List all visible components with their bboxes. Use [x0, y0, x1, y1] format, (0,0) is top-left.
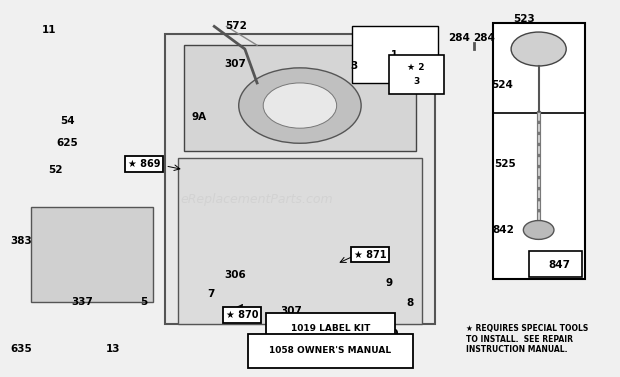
Text: 284: 284: [448, 33, 470, 43]
Text: 3: 3: [350, 61, 357, 71]
Text: ★ 869: ★ 869: [128, 159, 160, 169]
Text: 635: 635: [11, 344, 32, 354]
Text: ★ 870: ★ 870: [226, 310, 258, 320]
Text: ★ REQUIRES SPECIAL TOOLS
TO INSTALL.  SEE REPAIR
INSTRUCTION MANUAL.: ★ REQUIRES SPECIAL TOOLS TO INSTALL. SEE…: [466, 324, 588, 354]
Text: 847: 847: [549, 260, 570, 270]
Text: 625: 625: [56, 138, 78, 148]
Text: 8: 8: [407, 299, 414, 308]
Text: 11: 11: [42, 25, 56, 35]
FancyBboxPatch shape: [352, 26, 438, 83]
Text: 306: 306: [225, 270, 247, 280]
Text: 5: 5: [140, 297, 148, 307]
Text: ★ 871: ★ 871: [354, 250, 387, 259]
FancyBboxPatch shape: [266, 313, 395, 345]
Text: 1058 OWNER'S MANUAL: 1058 OWNER'S MANUAL: [270, 346, 392, 356]
FancyBboxPatch shape: [30, 207, 153, 302]
Text: 13: 13: [106, 344, 120, 354]
FancyBboxPatch shape: [184, 45, 416, 151]
FancyBboxPatch shape: [177, 158, 422, 324]
FancyBboxPatch shape: [166, 34, 435, 324]
Text: 525: 525: [494, 159, 516, 169]
Text: 9A: 9A: [192, 112, 206, 122]
Text: 7: 7: [208, 289, 215, 299]
Text: 572: 572: [224, 21, 247, 31]
Circle shape: [239, 68, 361, 143]
Text: eReplacementParts.com: eReplacementParts.com: [181, 193, 334, 206]
Text: 54: 54: [60, 116, 74, 126]
Text: 842: 842: [493, 225, 515, 235]
FancyBboxPatch shape: [389, 55, 444, 94]
FancyBboxPatch shape: [493, 23, 585, 279]
Text: 9: 9: [385, 278, 392, 288]
FancyBboxPatch shape: [248, 334, 413, 368]
Text: 524: 524: [491, 80, 513, 90]
Text: 523: 523: [513, 14, 535, 24]
Text: 337: 337: [72, 297, 94, 307]
Text: 383: 383: [11, 236, 32, 246]
Text: 10: 10: [384, 329, 399, 339]
Circle shape: [511, 32, 566, 66]
Text: 1: 1: [391, 50, 398, 60]
Text: ★ 2: ★ 2: [407, 63, 425, 72]
Text: 1019 LABEL KIT: 1019 LABEL KIT: [291, 324, 370, 333]
Text: 3: 3: [413, 77, 419, 86]
Text: 307: 307: [280, 306, 302, 316]
Text: 52: 52: [48, 165, 63, 175]
Circle shape: [264, 83, 337, 128]
FancyBboxPatch shape: [529, 251, 582, 277]
Text: 284: 284: [472, 33, 495, 43]
Text: 307: 307: [224, 59, 247, 69]
Circle shape: [523, 221, 554, 239]
